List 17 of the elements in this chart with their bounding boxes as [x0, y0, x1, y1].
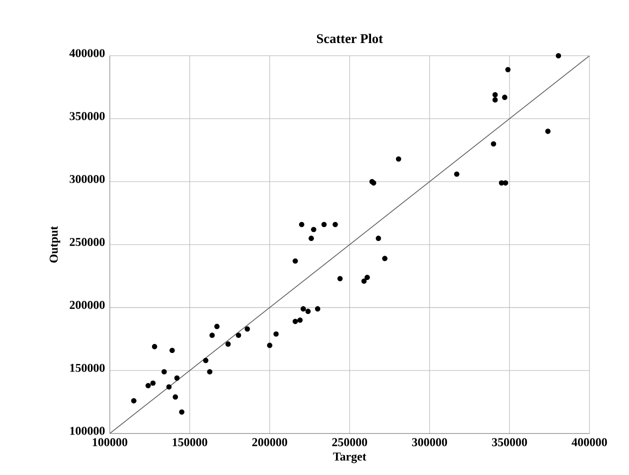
x-tick-label: 250000 — [332, 438, 368, 446]
x-tick-label: 300000 — [412, 438, 448, 446]
y-tick-label: 200000 — [70, 300, 105, 309]
chart-title: Scatter Plot — [316, 34, 383, 43]
x-tick-label: 150000 — [172, 438, 208, 446]
y-tick-label: 100000 — [70, 426, 105, 435]
x-axis-title: Target — [333, 452, 366, 464]
y-tick-label: 400000 — [69, 48, 105, 58]
y-tick-label: 350000 — [70, 112, 105, 120]
y-axis-title: Output — [50, 226, 60, 262]
x-tick-label: 350000 — [492, 438, 527, 446]
x-tick-label: 200000 — [252, 438, 288, 446]
x-tick-label: 400000 — [572, 438, 607, 446]
y-tick-label: 250000 — [70, 238, 105, 246]
x-tick-label: 100000 — [92, 438, 128, 446]
y-tick-label: 150000 — [70, 364, 105, 372]
y-tick-label: 300000 — [70, 174, 105, 183]
